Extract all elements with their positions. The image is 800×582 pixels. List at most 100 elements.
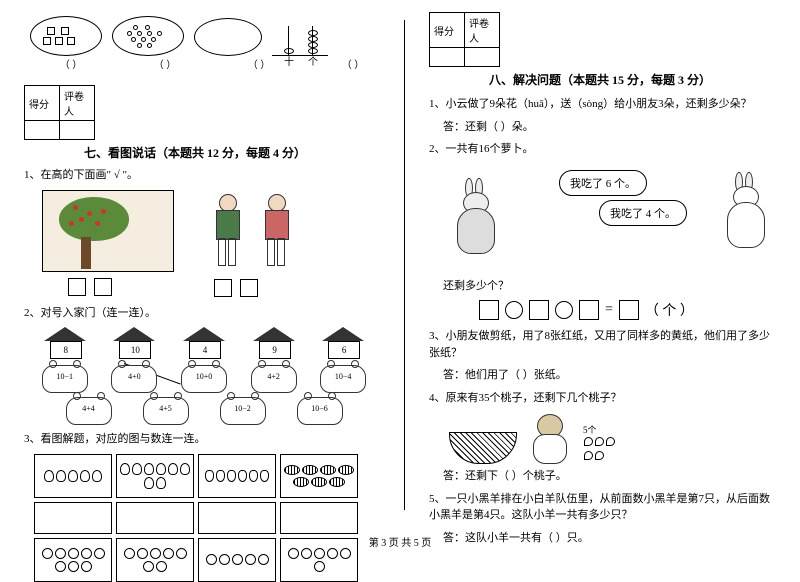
q7-2-text: 2、对号入家门（连一连）。: [24, 305, 384, 322]
counting-shapes-row: 十 个: [30, 12, 384, 56]
peach-pile: 5个: [583, 423, 616, 464]
monkey-scene: 5个: [449, 412, 780, 464]
q8-5-answer: 答：这队小羊一共有（ ）只。: [443, 530, 780, 547]
houses-row: 8 10 4 9 6: [34, 327, 374, 357]
answer-parens-row: （ ） （ ） （ ） （ ）: [40, 56, 384, 71]
abacus-figure: 十 个: [272, 12, 328, 56]
answer-boxes-left: [68, 278, 174, 296]
q7-3-text: 3、看图解题，对应的图与数连一连。: [24, 431, 384, 448]
pigs-row-1: 10−1 4+0 10+0 4+2 10−4: [34, 365, 374, 393]
dots-cell: [34, 538, 112, 582]
score-label: 得分: [25, 86, 60, 121]
left-column: 十 个 （ ） （ ） （ ） （ ） 得分评卷人 七、看图说话（本题共 12 …: [0, 0, 404, 530]
house: 10: [113, 327, 155, 357]
house: 8: [44, 327, 86, 357]
peach-count-label: 5个: [583, 425, 597, 435]
pig: 4+4: [66, 397, 112, 425]
eq-operand: [579, 300, 599, 320]
matching-figure: 8 10 4 9 6 10−1 4+0 10+0 4+2 10−4 4+4 4+…: [24, 327, 384, 425]
blank-cell: [280, 502, 358, 534]
q8-4-answer: 答：还剩下（ ）个桃子。: [443, 468, 780, 485]
oval-with-dots: [112, 16, 184, 56]
speech-bubble-2: 我吃了 4 个。: [599, 200, 687, 226]
q8-3-answer: 答：他们用了（ ）张纸。: [443, 367, 780, 384]
pig: 10+0: [181, 365, 227, 393]
equals-sign: =: [605, 302, 613, 318]
eq-result: [619, 300, 639, 320]
paren-2: （ ）: [134, 56, 196, 71]
score-blank: [430, 48, 465, 67]
abacus-ones-label: 个: [308, 53, 318, 68]
paren-3: （ ）: [228, 56, 290, 71]
abacus-tens-label: 十: [284, 53, 294, 68]
two-column-layout: 十 个 （ ） （ ） （ ） （ ） 得分评卷人 七、看图说话（本题共 12 …: [0, 0, 800, 530]
fruit-count-grid: [34, 454, 384, 582]
q7-1-text: 1、在高的下面画" √ "。: [24, 167, 384, 184]
q8-1-answer: 答：还剩（ ）朵。: [443, 119, 780, 136]
right-column: 得分评卷人 八、解决问题（本题共 15 分，每题 3 分） 1、小云做了9朵花（…: [405, 0, 800, 530]
fruit-cell: [198, 454, 276, 498]
eq-operand: [479, 300, 499, 320]
eq-operand: [529, 300, 549, 320]
score-box-7: 得分评卷人: [24, 85, 95, 140]
pig: 4+2: [251, 365, 297, 393]
house: 9: [253, 327, 295, 357]
child-boy: [206, 190, 248, 270]
q8-1-text: 1、小云做了9朵花（huā），送（sòng）给小朋友3朵，还剩多少朵？: [429, 96, 780, 113]
marker-blank: [465, 48, 500, 67]
pigs-row-2: 4+4 4+5 10−2 10−6: [54, 397, 354, 425]
q7-1-figure: [24, 190, 384, 297]
house: 6: [322, 327, 364, 357]
peach-basket: [449, 432, 517, 464]
eq-operator: [505, 301, 523, 319]
blank-cell: [34, 502, 112, 534]
answer-box: [240, 279, 258, 297]
score-box-8: 得分评卷人: [429, 12, 500, 67]
oval-with-squares: [30, 16, 102, 56]
section-8-title: 八、解决问题（本题共 15 分，每题 3 分）: [489, 71, 780, 88]
score-blank: [25, 121, 60, 140]
rabbit-scene: 我吃了 6 个。 我吃了 4 个。: [439, 164, 780, 274]
house: 4: [183, 327, 225, 357]
speech-bubble-1: 我吃了 6 个。: [559, 170, 647, 196]
section-7-title: 七、看图说话（本题共 12 分，每题 4 分）: [84, 144, 384, 161]
rabbit-left: [449, 184, 503, 254]
answer-box: [94, 278, 112, 296]
answer-box: [68, 278, 86, 296]
marker-label: 评卷人: [465, 13, 500, 48]
dots-cell: [280, 538, 358, 582]
paren-4: （ ）: [322, 56, 384, 71]
child-girl: [255, 190, 297, 270]
pig: 10−4: [320, 365, 366, 393]
worksheet-page: 十 个 （ ） （ ） （ ） （ ） 得分评卷人 七、看图说话（本题共 12 …: [0, 0, 800, 565]
monkey-figure: [527, 412, 573, 464]
q8-3-text: 3、小朋友做剪纸，用了8张红纸，又用了同样多的黄纸，他们用了多少张纸？: [429, 328, 780, 361]
answer-boxes-right: [214, 279, 299, 297]
pig: 10−1: [42, 365, 88, 393]
marker-blank: [60, 121, 95, 140]
marker-label: 评卷人: [60, 86, 95, 121]
pig: 10−6: [297, 397, 343, 425]
fruit-cell: [34, 454, 112, 498]
fruit-cell: [116, 454, 194, 498]
dots-cell: [198, 538, 276, 582]
equation-blanks: = （ 个 ）: [479, 300, 780, 320]
pig: 4+5: [143, 397, 189, 425]
blank-cell: [116, 502, 194, 534]
children-figure: [204, 190, 299, 273]
eq-operator: [555, 301, 573, 319]
paren-1: （ ）: [40, 56, 102, 71]
tree-picture: [42, 190, 174, 272]
rabbit-right: [719, 178, 773, 248]
q8-5-text: 5、一只小黑羊排在小白羊队伍里，从前面数小黑羊是第7只，从后面数小黑羊是第4只。…: [429, 491, 780, 524]
blank-cell: [198, 502, 276, 534]
oval-empty: [194, 18, 262, 56]
q8-2b-text: 还剩多少个？: [443, 278, 780, 295]
answer-box: [214, 279, 232, 297]
pig: 10−2: [220, 397, 266, 425]
dots-cell: [116, 538, 194, 582]
fruit-cell: [280, 454, 358, 498]
pig: 4+0: [111, 365, 157, 393]
eq-unit: （ 个 ）: [645, 300, 694, 320]
q8-2-text: 2、一共有16个萝卜。: [429, 141, 780, 158]
